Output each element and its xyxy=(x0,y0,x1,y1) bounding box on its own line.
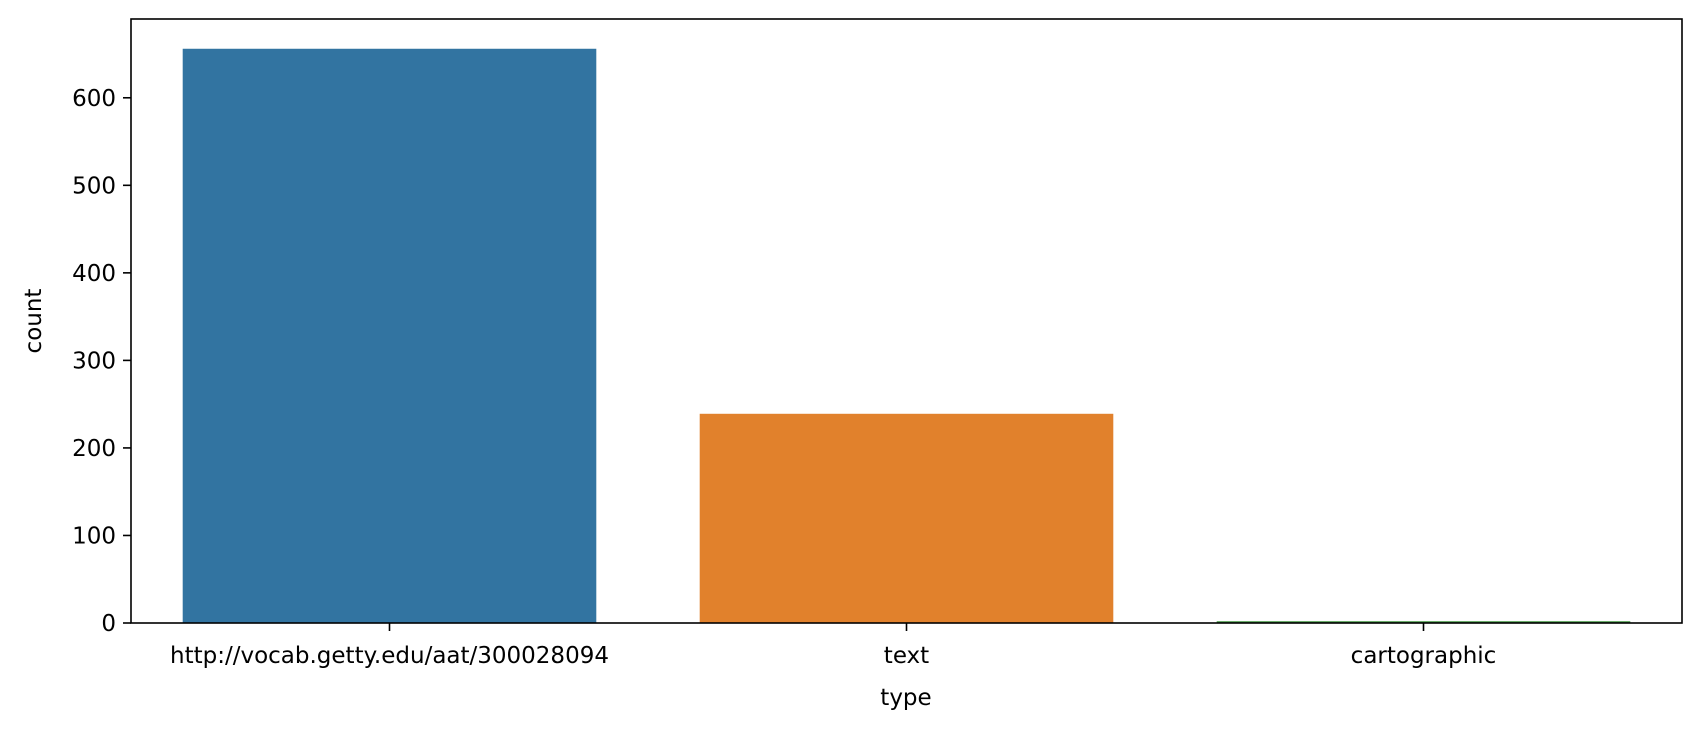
y-tick-label: 300 xyxy=(72,348,116,374)
x-tick-label: cartographic xyxy=(1351,643,1497,669)
y-tick-label: 600 xyxy=(72,86,116,112)
x-tick-label: http://vocab.getty.edu/aat/300028094 xyxy=(170,643,609,669)
y-tick-label: 200 xyxy=(72,436,116,462)
plot-frame xyxy=(130,18,1683,624)
y-tick-label: 500 xyxy=(72,173,116,199)
x-tick-label: text xyxy=(884,643,929,669)
bar-1 xyxy=(699,413,1114,623)
x-axis-label: type xyxy=(880,685,931,711)
x-axis-ticks: http://vocab.getty.edu/aat/300028094 text… xyxy=(170,623,1496,669)
bars-group xyxy=(182,48,1631,623)
y-axis-ticks: 0 100 200 300 400 500 600 xyxy=(72,86,131,637)
y-axis-label: count xyxy=(21,289,47,354)
y-tick-label: 400 xyxy=(72,261,116,287)
y-tick-label: 100 xyxy=(72,523,116,549)
bar-0 xyxy=(182,48,597,623)
bar-2 xyxy=(1216,621,1631,623)
y-tick-label: 0 xyxy=(101,611,116,637)
